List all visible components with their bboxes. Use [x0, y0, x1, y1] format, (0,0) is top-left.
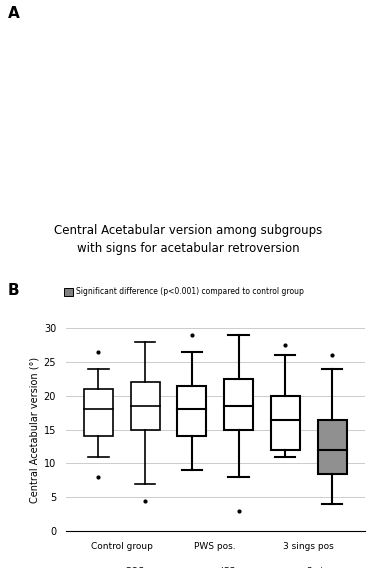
Text: 3 sings pos: 3 sings pos — [283, 542, 334, 551]
Text: Control group: Control group — [91, 542, 153, 551]
Text: Central Acetabular version among subgroups
with signs for acetabular retroversio: Central Acetabular version among subgrou… — [54, 224, 322, 255]
Bar — [224, 379, 253, 429]
Text: PWS pos.: PWS pos. — [194, 542, 236, 551]
Bar — [131, 382, 160, 429]
Bar — [271, 396, 300, 450]
Legend: Significant difference (p<0.001) compared to control group: Significant difference (p<0.001) compare… — [64, 287, 304, 296]
Text: ISS pos.: ISS pos. — [221, 566, 256, 568]
Text: 3 sings pos
>30%: 3 sings pos >30% — [307, 566, 358, 568]
Bar — [177, 386, 206, 436]
Text: B: B — [8, 283, 19, 298]
Text: COS pos.: COS pos. — [125, 566, 165, 568]
Y-axis label: Central Acetabular version (°): Central Acetabular version (°) — [29, 357, 39, 503]
Bar — [318, 420, 347, 474]
Bar — [84, 389, 113, 436]
Text: A: A — [8, 6, 19, 20]
